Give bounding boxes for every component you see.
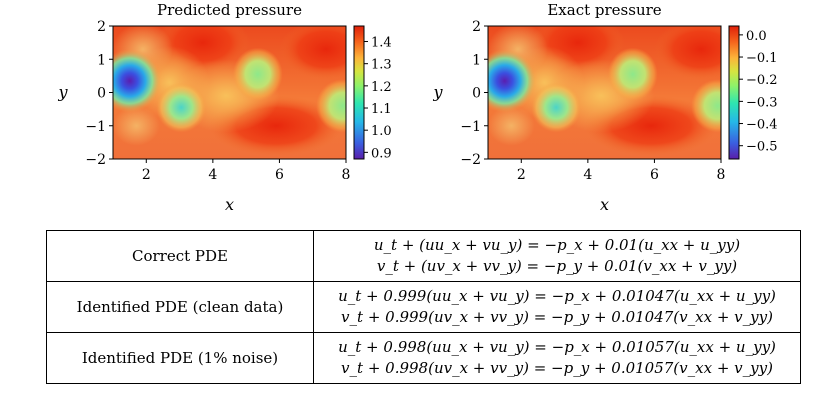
y-tick-label: 1 (97, 52, 106, 68)
y-axis-label: y (432, 83, 443, 102)
table-row: Identified PDE (1% noise) u_t + 0.998(uu… (46, 332, 801, 384)
row-equations: u_t + 0.999(uu_x + vu_y) = −p_x + 0.0104… (313, 281, 801, 333)
equation-v: v_t + 0.998(uv_x + vv_y) = −p_y + 0.0105… (341, 359, 773, 377)
colorbar-tick-label: −0.2 (746, 73, 778, 88)
x-tick-label: 8 (342, 167, 351, 183)
equation-u: u_t + 0.999(uu_x + vu_y) = −p_x + 0.0104… (338, 287, 776, 305)
colorbar-tick-label: 1.1 (371, 102, 392, 117)
colorbar-tick-label: −0.4 (746, 118, 778, 133)
x-tick-label: 8 (717, 167, 726, 183)
y-tick-label: 1 (472, 52, 481, 68)
predicted-pressure-panel: Predicted pressure 2 4 6 8 2 1 0 −1 −2 x y 1.4 1.3 1.2… (57, 1, 391, 214)
x-tick-label: 4 (583, 167, 592, 183)
colorbar-tick-label: 1.4 (371, 36, 392, 51)
pressure-figure: Predicted pressure 2 4 6 8 2 1 0 −1 −2 x y 1.4 1.3 1.2… (57, 1, 777, 214)
equation-u: u_t + (uu_x + vu_y) = −p_x + 0.01(u_xx +… (373, 236, 741, 254)
colorbar-tick-label: −0.1 (746, 51, 778, 66)
y-tick-label: 2 (472, 19, 481, 35)
pressure-heatmap (488, 26, 721, 159)
colorbar-tick-label: −0.3 (746, 95, 778, 110)
y-tick-label: −2 (85, 152, 106, 168)
y-axis-label: y (57, 83, 68, 102)
table-row: Identified PDE (clean data) u_t + 0.999(… (46, 281, 801, 333)
y-tick-label: 2 (97, 19, 106, 35)
exact-pressure-panel: Exact pressure 2 4 6 8 2 1 0 −1 −2 x y 0.0 −0.1 −0.2 −0… (432, 1, 777, 214)
table-row: Correct PDE u_t + (uu_x + vu_y) = −p_x +… (46, 230, 801, 282)
panel-title: Predicted pressure (157, 1, 302, 19)
x-axis-label: x (600, 195, 609, 214)
x-tick-label: 6 (650, 167, 659, 183)
x-tick-label: 4 (208, 167, 217, 183)
panel-title: Exact pressure (547, 1, 661, 19)
equation-v: v_t + (uv_x + vv_y) = −p_y + 0.01(v_xx +… (376, 257, 738, 275)
equation-u: u_t + 0.998(uu_x + vu_y) = −p_x + 0.0105… (338, 338, 776, 356)
pressure-heatmap (113, 26, 346, 159)
equation-v: v_t + 0.999(uv_x + vv_y) = −p_y + 0.0104… (341, 308, 773, 326)
row-label: Identified PDE (clean data) (46, 281, 314, 333)
y-tick-label: −2 (460, 152, 481, 168)
row-label: Identified PDE (1% noise) (46, 332, 314, 384)
colorbar-tick-label: −0.5 (746, 140, 778, 155)
y-tick-label: −1 (85, 119, 106, 135)
x-tick-label: 6 (275, 167, 284, 183)
row-equations: u_t + 0.998(uu_x + vu_y) = −p_x + 0.0105… (313, 332, 801, 384)
y-tick-label: 0 (472, 86, 481, 102)
colorbar-tick-label: 0.0 (746, 29, 767, 44)
x-tick-label: 2 (517, 167, 526, 183)
x-axis-label: x (225, 195, 234, 214)
colorbar-tick-label: 1.2 (371, 80, 392, 95)
colorbar-tick-label: 0.9 (371, 146, 392, 161)
row-label: Correct PDE (46, 230, 314, 282)
colorbar: 1.4 1.3 1.2 1.1 1.0 0.9 (353, 25, 392, 161)
y-tick-label: 0 (97, 86, 106, 102)
x-tick-label: 2 (142, 167, 151, 183)
colorbar-tick-label: 1.0 (371, 124, 392, 139)
y-tick-label: −1 (460, 119, 481, 135)
row-equations: u_t + (uu_x + vu_y) = −p_x + 0.01(u_xx +… (313, 230, 801, 282)
pde-table: Correct PDE u_t + (uu_x + vu_y) = −p_x +… (46, 230, 801, 384)
colorbar: 0.0 −0.1 −0.2 −0.3 −0.4 −0.5 (728, 25, 778, 160)
colorbar-tick-label: 1.3 (371, 58, 392, 73)
